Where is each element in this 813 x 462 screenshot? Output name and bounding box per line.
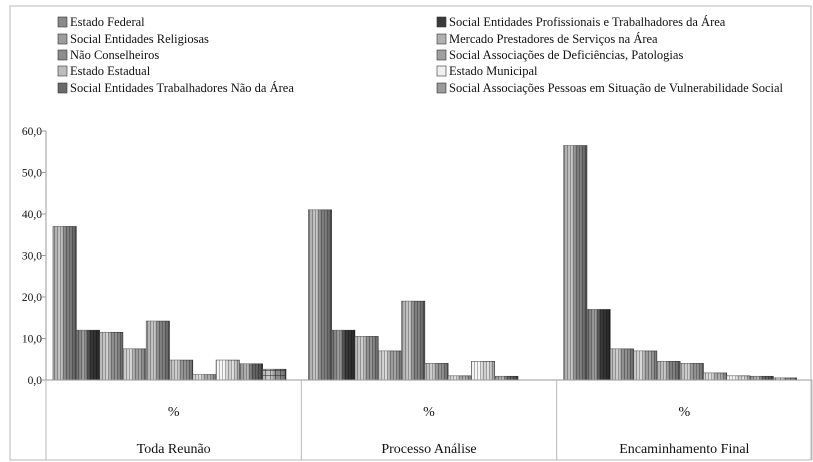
bar [76, 329, 100, 381]
bar [494, 375, 519, 381]
category-label: Processo Análise [381, 442, 476, 457]
legend-entry: Social Associações Pessoas em Situação d… [436, 81, 784, 95]
y-tick-label: 0,0 [28, 375, 43, 387]
legend-swatch [436, 82, 447, 94]
bar [633, 350, 658, 381]
bar [308, 209, 332, 381]
legend-swatch [57, 82, 68, 94]
legend-swatch [436, 33, 447, 45]
legend-swatch [57, 49, 68, 61]
legend-entry: Estado Estadual [57, 64, 151, 78]
bar [262, 368, 287, 381]
legend-label: Estado Estadual [70, 64, 151, 78]
y-tick-label: 50,0 [22, 168, 42, 180]
y-tick-label: 10,0 [22, 334, 42, 346]
bar [471, 361, 496, 381]
legend-label: Não Conselheiros [70, 48, 159, 62]
category-sublabel: % [423, 405, 435, 420]
legend-label: Social Entidades Religiosas [70, 32, 209, 46]
bar [215, 359, 240, 381]
legend-entry: Estado Municipal [436, 64, 538, 78]
bar [679, 363, 704, 381]
bar [726, 375, 751, 381]
bar [424, 363, 449, 381]
bar [703, 372, 728, 381]
legend-label: Social Associações de Deficiências, Pato… [449, 48, 683, 62]
legend-swatch [436, 49, 447, 61]
legend-swatch [57, 65, 68, 77]
legend-entry: Social Associações de Deficiências, Pato… [436, 48, 683, 62]
bar [609, 348, 634, 381]
category-axis: % Toda Reunão% Processo Análise% Encaminham… [45, 379, 813, 460]
bars [52, 145, 797, 381]
bar [239, 363, 263, 381]
legend-entry: Social Entidades Profissionais e Trabalh… [436, 15, 726, 29]
bar [169, 359, 194, 381]
legend-entry: Não Conselheiros [57, 48, 159, 62]
y-tick-label: 60,0 [22, 126, 42, 138]
legend-label: Estado Federal [70, 15, 145, 29]
legend-entry: Estado Federal [57, 15, 145, 29]
legend-label: Social Associações Pessoas em Situação d… [449, 81, 784, 95]
bar [377, 350, 402, 381]
bar [401, 300, 426, 381]
bar [656, 361, 681, 381]
chart-frame [9, 5, 812, 461]
legend-label: Mercado Prestadores de Serviços na Área [449, 32, 658, 46]
legend-label: Estado Municipal [449, 64, 538, 78]
legend-entry: Social Entidades Religiosas [57, 32, 209, 46]
bar [145, 320, 170, 381]
bar [331, 329, 356, 381]
bar [52, 226, 77, 381]
legend-swatch [436, 16, 447, 28]
category-sublabel: % [168, 405, 180, 420]
category-label: Encaminhamento Final [619, 442, 749, 457]
legend-swatch [57, 16, 68, 28]
legend-swatch [57, 33, 68, 45]
legend-swatch [436, 65, 447, 77]
bar [749, 375, 774, 381]
bar [447, 375, 472, 381]
bar [586, 309, 611, 381]
legend-label: Social Entidades Profissionais e Trabalh… [449, 15, 726, 29]
bar [354, 336, 379, 381]
y-tick-label: 30,0 [22, 251, 42, 263]
bar [563, 145, 588, 381]
legend-entry: Social Entidades Trabalhadores Não da Ár… [57, 81, 294, 95]
category-label: Toda Reunão [137, 442, 211, 457]
legend-label: Social Entidades Trabalhadores Não da Ár… [70, 81, 294, 95]
y-tick-label: 20,0 [22, 292, 42, 304]
y-axis: 0,0 10,0 20,0 30,0 40,0 50,0 60,0 [22, 126, 47, 387]
legend-entry: Mercado Prestadores de Serviços na Área [436, 32, 658, 46]
legend: Estado Federal Social Entidades Profissio… [57, 15, 784, 95]
bar [192, 374, 217, 381]
y-tick-label: 40,0 [22, 209, 42, 221]
bar [99, 331, 124, 381]
category-sublabel: % [678, 405, 690, 420]
bar [122, 348, 147, 381]
